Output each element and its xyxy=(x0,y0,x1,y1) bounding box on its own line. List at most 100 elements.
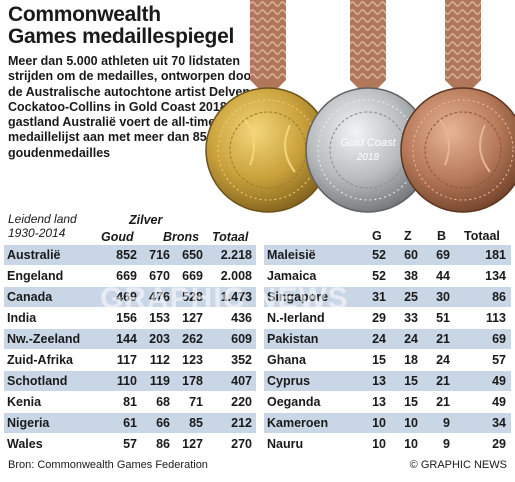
bronze-count: 44 xyxy=(436,269,450,283)
ribbon-bronze xyxy=(445,0,481,98)
country-name: Singapore xyxy=(267,290,329,304)
silver-count: 24 xyxy=(404,332,418,346)
total-count: 134 xyxy=(485,269,506,283)
country-name: Kameroen xyxy=(267,416,329,430)
bronze-count: 9 xyxy=(443,437,450,451)
total-count: 2.008 xyxy=(220,269,252,283)
total-count: 69 xyxy=(492,332,506,346)
bronze-count: 69 xyxy=(436,248,450,262)
gold-count: 10 xyxy=(372,416,386,430)
gold-count: 469 xyxy=(116,290,137,304)
watermark: GRAPHIC NEWS xyxy=(100,282,349,315)
total-count: 212 xyxy=(231,416,252,430)
table-row: Kameroen 10 10 9 34 xyxy=(264,413,511,433)
total-count: 220 xyxy=(231,395,252,409)
country-name: Nigeria xyxy=(7,416,50,430)
country-name: Pakistan xyxy=(267,332,319,346)
bronze-count: 262 xyxy=(182,332,203,346)
page-title: Commonwealth Games medaillespiegel xyxy=(8,4,258,48)
country-name: Ghana xyxy=(267,353,306,367)
header-total: Totaal xyxy=(212,230,249,244)
bronze-count: 178 xyxy=(182,374,203,388)
gold-count: 156 xyxy=(116,311,137,325)
table-row: Wales 57 86 127 270 xyxy=(4,434,256,454)
total-count: 270 xyxy=(231,437,252,451)
country-name: Schotland xyxy=(7,374,68,388)
gold-count: 669 xyxy=(116,269,137,283)
table-row: N.-Ierland 29 33 51 113 xyxy=(264,308,511,328)
bronze-count: 51 xyxy=(436,311,450,325)
country-name: Nw.-Zeeland xyxy=(7,332,81,346)
gold-count: 31 xyxy=(372,290,386,304)
country-name: Engeland xyxy=(7,269,64,283)
medal-year: 2018 xyxy=(356,152,380,163)
country-name: Cyprus xyxy=(267,374,311,388)
header-r-total: Totaal xyxy=(464,229,500,243)
title-line-2: Games medaillespiegel xyxy=(8,25,234,48)
silver-count: 203 xyxy=(149,332,170,346)
table-row: Jamaica 52 38 44 134 xyxy=(264,266,511,286)
header-r-silver: Z xyxy=(404,229,412,243)
gold-count: 852 xyxy=(116,248,137,262)
left-medal-table: Australië 852 716 650 2.218 Engeland 669 670 669… xyxy=(4,245,256,455)
header-gold: Goud xyxy=(101,230,134,244)
silver-count: 670 xyxy=(149,269,170,283)
total-count: 609 xyxy=(231,332,252,346)
table-row: Kenia 81 68 71 220 xyxy=(4,392,256,412)
total-count: 2.218 xyxy=(220,248,252,262)
header-bronze: Brons xyxy=(163,230,200,244)
table-row: Zuid-Afrika 117 112 123 352 xyxy=(4,350,256,370)
left-table-label-line-1: Leidend land xyxy=(8,212,77,226)
gold-count: 15 xyxy=(372,353,386,367)
silver-count: 25 xyxy=(404,290,418,304)
silver-count: 15 xyxy=(404,395,418,409)
silver-count: 10 xyxy=(404,437,418,451)
total-count: 86 xyxy=(492,290,506,304)
ribbon-silver xyxy=(350,0,386,98)
silver-count: 38 xyxy=(404,269,418,283)
silver-count: 112 xyxy=(149,353,170,367)
total-count: 407 xyxy=(231,374,252,388)
gold-count: 57 xyxy=(123,437,137,451)
table-row: Singapore 31 25 30 86 xyxy=(264,287,511,307)
total-count: 34 xyxy=(492,416,506,430)
title-line-1: Commonwealth xyxy=(8,3,161,26)
country-name: N.-Ierland xyxy=(267,311,325,325)
table-row: Nigeria 61 66 85 212 xyxy=(4,413,256,433)
total-count: 436 xyxy=(231,311,252,325)
gold-medal xyxy=(205,87,331,213)
silver-count: 476 xyxy=(149,290,170,304)
credit: © GRAPHIC NEWS xyxy=(409,459,507,471)
gold-count: 117 xyxy=(116,353,137,367)
table-row: Nw.-Zeeland 144 203 262 609 xyxy=(4,329,256,349)
bronze-count: 21 xyxy=(436,332,450,346)
country-name: Oeganda xyxy=(267,395,321,409)
country-name: Australië xyxy=(7,248,61,262)
table-row: India 156 153 127 436 xyxy=(4,308,256,328)
gold-count: 81 xyxy=(123,395,137,409)
header-r-bronze: B xyxy=(437,229,447,243)
gold-count: 144 xyxy=(116,332,137,346)
silver-count: 60 xyxy=(404,248,418,262)
bronze-count: 85 xyxy=(189,416,203,430)
left-table-label-line-2: 1930-2014 xyxy=(8,226,66,240)
bronze-count: 127 xyxy=(182,311,203,325)
gold-count: 10 xyxy=(372,437,386,451)
medals-illustration: Gold Coast 2018 xyxy=(205,0,515,213)
gold-count: 52 xyxy=(372,248,386,262)
total-count: 29 xyxy=(492,437,506,451)
silver-count: 15 xyxy=(404,374,418,388)
gold-count: 24 xyxy=(372,332,386,346)
table-row: Maleisië 52 60 69 181 xyxy=(264,245,511,265)
intro-text: Meer dan 5.000 athleten uit 70 lidstaten… xyxy=(8,54,257,160)
bronze-count: 123 xyxy=(182,353,203,367)
table-row: Schotland 110 119 178 407 xyxy=(4,371,256,391)
bronze-count: 24 xyxy=(436,353,450,367)
source-note: Bron: Commonwealth Games Federation xyxy=(8,459,208,471)
country-name: Nauru xyxy=(267,437,304,451)
left-table-label: Leidend land 1930-2014 xyxy=(8,212,77,240)
silver-count: 68 xyxy=(156,395,170,409)
country-name: Canada xyxy=(7,290,53,304)
silver-count: 18 xyxy=(404,353,418,367)
gold-count: 13 xyxy=(372,374,386,388)
